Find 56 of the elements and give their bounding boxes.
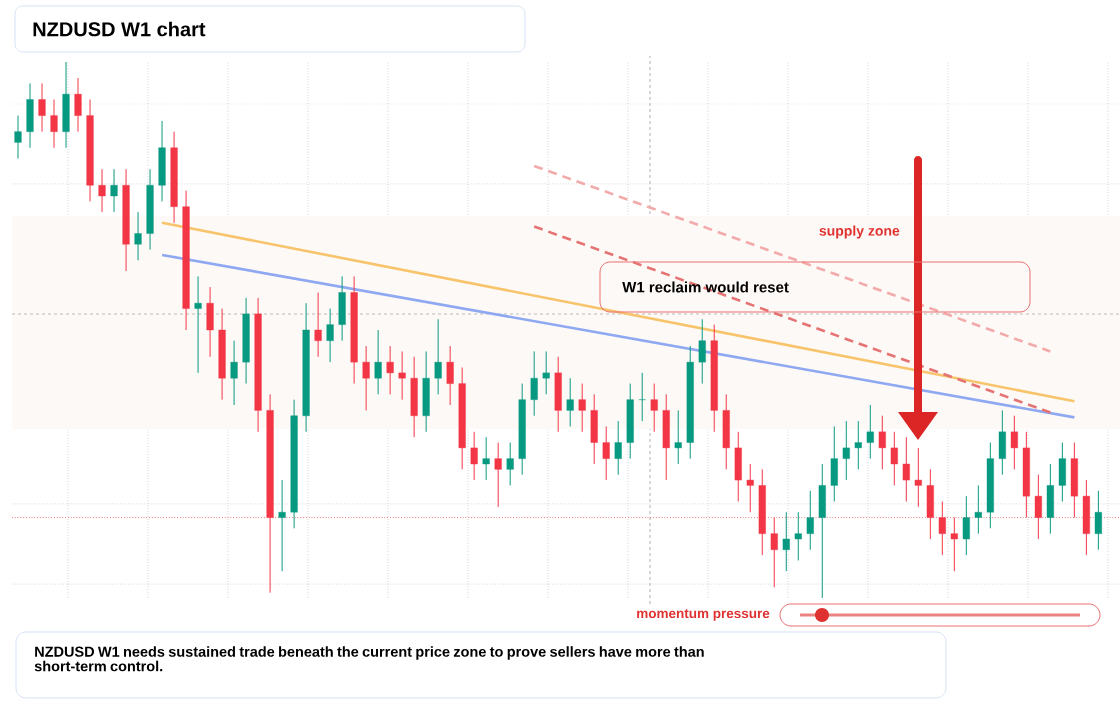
candlestick (878, 415, 886, 470)
candlestick (938, 501, 946, 556)
candlestick (890, 431, 898, 486)
candlestick (50, 99, 58, 149)
candlestick (314, 291, 322, 358)
candlestick (38, 82, 46, 133)
candlestick (746, 463, 754, 513)
candlestick (530, 350, 538, 417)
candlestick (650, 383, 658, 433)
candlestick (866, 404, 874, 460)
candlestick (602, 425, 610, 481)
candlestick (1034, 474, 1042, 540)
text: NZDUSD W1 needs sustained trade beneath the current price zone to prove sellers have more than short-term control. (34, 646, 704, 672)
candlestick (278, 479, 286, 572)
candlestick (326, 308, 334, 363)
candlestick (842, 420, 850, 481)
candlestick (74, 77, 82, 133)
candlestick (950, 517, 958, 572)
candlestick (1094, 490, 1102, 551)
candlestick (494, 442, 502, 508)
candlestick (962, 495, 970, 556)
candlestick (782, 511, 790, 572)
candlestick (794, 511, 802, 561)
candlestick (902, 436, 910, 503)
candlestick (110, 168, 118, 213)
candlestick (1010, 415, 1018, 470)
candlestick (854, 420, 862, 470)
candlestick (134, 211, 142, 261)
candlestick (386, 345, 394, 395)
candlestick (482, 436, 490, 481)
text: momentum pressure (637, 609, 770, 621)
candlestick (770, 517, 778, 588)
candlestick (806, 490, 814, 551)
candlestick (98, 168, 106, 213)
candlestick (614, 420, 622, 476)
candlestick (230, 340, 238, 406)
candlestick (398, 350, 406, 401)
candlestick (566, 377, 574, 427)
candlestick (542, 350, 550, 395)
candlestick (698, 318, 706, 385)
candlestick (434, 318, 442, 395)
chart-title: NZDUSD W1 chart (33, 21, 206, 37)
annotation: W1 reclaim would reset (622, 281, 789, 293)
candlestick (914, 447, 922, 508)
candlestick (470, 431, 478, 481)
annotation: supply zone (819, 225, 900, 239)
candlestick (506, 442, 514, 486)
candlestick (638, 372, 646, 422)
candlestick (14, 115, 22, 159)
candlestick (974, 484, 982, 535)
candlestick (362, 345, 370, 411)
candlestick (674, 409, 682, 465)
candlestick (578, 383, 586, 433)
candlestick (446, 345, 454, 406)
candlestick (194, 275, 202, 374)
candlestick (374, 329, 382, 395)
